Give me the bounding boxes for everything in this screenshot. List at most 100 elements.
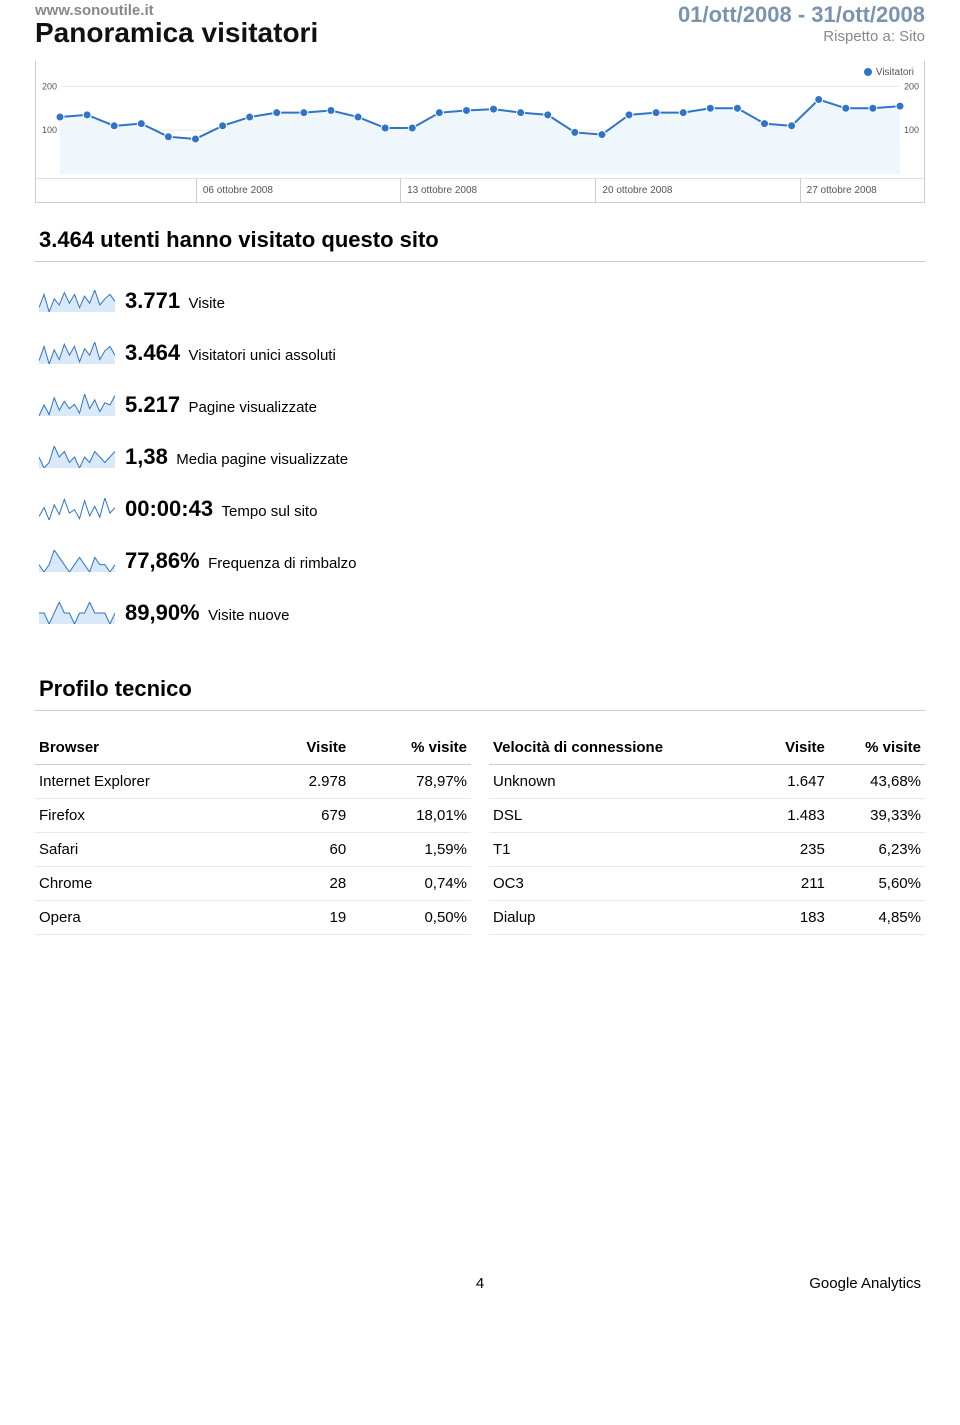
sparkline bbox=[39, 550, 115, 572]
metric-value: 89,90% bbox=[125, 600, 200, 625]
table-row: Opera190,50% bbox=[35, 901, 471, 935]
table-cell: 39,33% bbox=[829, 799, 925, 833]
metric-row: 1,38 Media pagine visualizzate bbox=[35, 444, 925, 470]
metric-label: Tempo sul sito bbox=[222, 503, 318, 520]
table-header: Visite bbox=[260, 733, 350, 765]
table-cell: 78,97% bbox=[350, 765, 471, 799]
table-cell: Unknown bbox=[489, 765, 757, 799]
table-cell: Dialup bbox=[489, 901, 757, 935]
report-title: Panoramica visitatori bbox=[35, 17, 318, 49]
sparkline bbox=[39, 342, 115, 364]
metric-label: Visite nuove bbox=[208, 607, 289, 624]
table-cell: 18,01% bbox=[350, 799, 471, 833]
table-cell: 235 bbox=[757, 833, 829, 867]
table-cell: OC3 bbox=[489, 867, 757, 901]
browser-table: BrowserVisite% visiteInternet Explorer2.… bbox=[35, 733, 471, 935]
metric-label: Pagine visualizzate bbox=[189, 399, 317, 416]
table-cell: Opera bbox=[35, 901, 260, 935]
legend-label: Visitatori bbox=[876, 67, 914, 78]
svg-text:200: 200 bbox=[42, 81, 57, 91]
table-cell: Chrome bbox=[35, 867, 260, 901]
table-cell: 4,85% bbox=[829, 901, 925, 935]
metric-label: Media pagine visualizzate bbox=[176, 451, 348, 468]
svg-text:200: 200 bbox=[904, 81, 919, 91]
table-cell: 0,74% bbox=[350, 867, 471, 901]
metric-label: Frequenza di rimbalzo bbox=[208, 555, 356, 572]
table-cell: 60 bbox=[260, 833, 350, 867]
date-range: 01/ott/2008 - 31/ott/2008 bbox=[678, 2, 925, 28]
tables-row: BrowserVisite% visiteInternet Explorer2.… bbox=[35, 733, 925, 935]
table-row: Dialup1834,85% bbox=[489, 901, 925, 935]
metric-value: 77,86% bbox=[125, 548, 200, 573]
metric-row: 89,90% Visite nuove bbox=[35, 600, 925, 626]
metric-row: 5.217 Pagine visualizzate bbox=[35, 392, 925, 418]
table-cell: 0,50% bbox=[350, 901, 471, 935]
table-row: OC32115,60% bbox=[489, 867, 925, 901]
table-cell: 679 bbox=[260, 799, 350, 833]
metric-value: 5.217 bbox=[125, 392, 180, 417]
table-header: Visite bbox=[757, 733, 829, 765]
chart-x-axis: 06 ottobre 200813 ottobre 200820 ottobre… bbox=[36, 178, 924, 202]
sparkline bbox=[39, 446, 115, 468]
table-row: T12356,23% bbox=[489, 833, 925, 867]
table-cell: DSL bbox=[489, 799, 757, 833]
table-header: % visite bbox=[350, 733, 471, 765]
visitors-chart: Visitatori 100100200200 06 ottobre 20081… bbox=[35, 61, 925, 203]
sparkline bbox=[39, 290, 115, 312]
table-cell: Firefox bbox=[35, 799, 260, 833]
metric-value: 00:00:43 bbox=[125, 496, 213, 521]
metric-label: Visite bbox=[189, 295, 225, 312]
table-row: DSL1.48339,33% bbox=[489, 799, 925, 833]
page-number: 4 bbox=[333, 1275, 627, 1292]
page-footer: 4 Google Analytics bbox=[35, 1275, 925, 1302]
table-cell: 19 bbox=[260, 901, 350, 935]
metric-row: 3.771 Visite bbox=[35, 288, 925, 314]
table-cell: 1.483 bbox=[757, 799, 829, 833]
footer-brand: Google Analytics bbox=[627, 1275, 921, 1292]
x-tick: 20 ottobre 2008 bbox=[595, 179, 799, 202]
metric-label: Visitatori unici assoluti bbox=[189, 347, 336, 364]
table-cell: 211 bbox=[757, 867, 829, 901]
table-cell: 1.647 bbox=[757, 765, 829, 799]
x-tick: 13 ottobre 2008 bbox=[400, 179, 595, 202]
table-cell: 6,23% bbox=[829, 833, 925, 867]
table-header: % visite bbox=[829, 733, 925, 765]
table-row: Unknown1.64743,68% bbox=[489, 765, 925, 799]
table-cell: Internet Explorer bbox=[35, 765, 260, 799]
table-cell: 28 bbox=[260, 867, 350, 901]
x-tick: 06 ottobre 2008 bbox=[196, 179, 400, 202]
svg-text:100: 100 bbox=[42, 125, 57, 135]
table-cell: 2.978 bbox=[260, 765, 350, 799]
table-row: Internet Explorer2.97878,97% bbox=[35, 765, 471, 799]
table-header: Browser bbox=[35, 733, 260, 765]
chart-svg: 100100200200 bbox=[40, 78, 920, 178]
connection-table: Velocità di connessioneVisite% visiteUnk… bbox=[489, 733, 925, 935]
table-cell: 183 bbox=[757, 901, 829, 935]
sparkline bbox=[39, 394, 115, 416]
table-row: Firefox67918,01% bbox=[35, 799, 471, 833]
metric-row: 00:00:43 Tempo sul sito bbox=[35, 496, 925, 522]
metric-row: 3.464 Visitatori unici assoluti bbox=[35, 340, 925, 366]
metrics-list: 3.771 Visite 3.464 Visitatori unici asso… bbox=[35, 288, 925, 626]
metric-value: 1,38 bbox=[125, 444, 168, 469]
summary-title: 3.464 utenti hanno visitato questo sito bbox=[35, 213, 925, 262]
report-header: www.sonoutile.it Panoramica visitatori 0… bbox=[35, 0, 925, 49]
table-cell: T1 bbox=[489, 833, 757, 867]
section-title: Profilo tecnico bbox=[35, 666, 925, 711]
metric-row: 77,86% Frequenza di rimbalzo bbox=[35, 548, 925, 574]
table-cell: Safari bbox=[35, 833, 260, 867]
table-row: Safari601,59% bbox=[35, 833, 471, 867]
sparkline bbox=[39, 498, 115, 520]
sparkline bbox=[39, 602, 115, 624]
x-tick: 27 ottobre 2008 bbox=[800, 179, 924, 202]
table-cell: 1,59% bbox=[350, 833, 471, 867]
table-cell: 5,60% bbox=[829, 867, 925, 901]
legend-dot bbox=[864, 68, 872, 76]
metric-value: 3.771 bbox=[125, 288, 180, 313]
compare-subtitle: Rispetto a: Sito bbox=[678, 28, 925, 45]
table-cell: 43,68% bbox=[829, 765, 925, 799]
table-header: Velocità di connessione bbox=[489, 733, 757, 765]
metric-value: 3.464 bbox=[125, 340, 180, 365]
chart-legend: Visitatori bbox=[36, 61, 924, 78]
table-row: Chrome280,74% bbox=[35, 867, 471, 901]
